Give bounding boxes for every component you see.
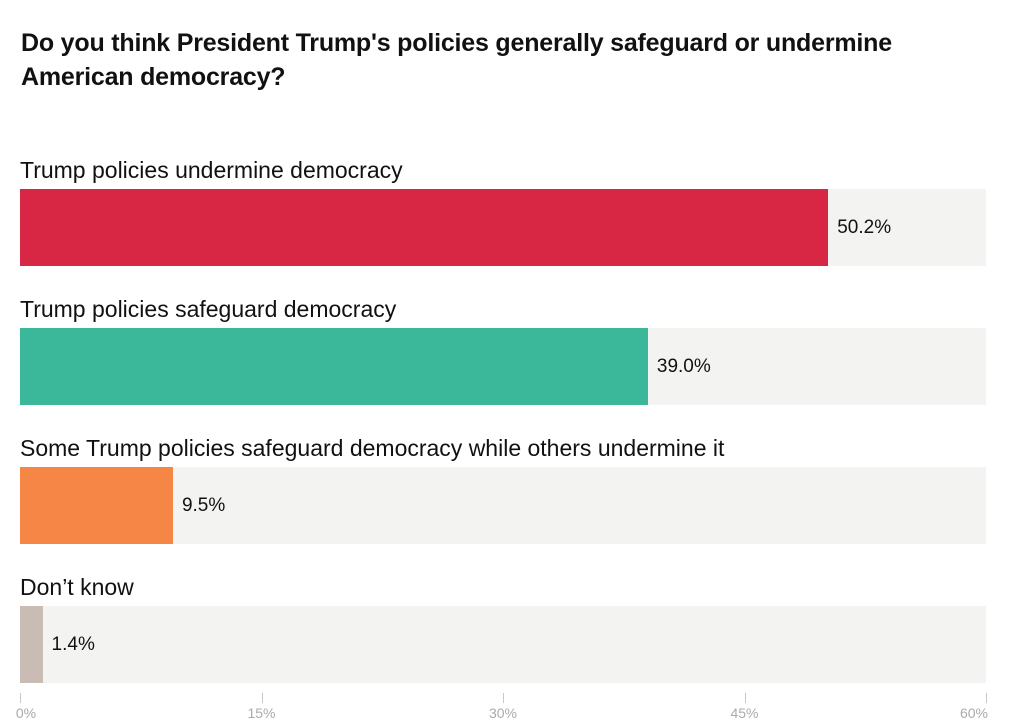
axis-tick-label: 15% [247,705,276,721]
bar-track: 1.4% [20,606,986,683]
axis-tick-label: 30% [488,705,518,721]
bar [20,606,43,683]
bar-row: Don’t know 1.4% [20,573,986,693]
bar-value-label: 50.2% [837,217,892,238]
bar [20,467,173,544]
bar [20,189,829,266]
bar-value-label: 39.0% [656,356,711,377]
bar-category-label: Trump policies safeguard democracy [20,296,397,322]
axis-tick-label: 60% [959,705,989,721]
axis-tick [20,693,21,703]
axis-tick [986,693,987,703]
bar-category-label: Don’t know [20,574,134,600]
axis-tick [745,693,746,703]
bar-track: 50.2% [20,189,986,266]
bar-track: 39.0% [20,328,986,405]
bar-track: 9.5% [20,467,986,544]
axis-tick-label: 45% [730,705,759,721]
bar-row: Trump policies safeguard democracy 39.0% [20,295,986,415]
axis-tick [503,693,504,703]
bar-row: Some Trump policies safeguard democracy … [20,434,986,554]
axis-tick-label: 0% [15,705,37,721]
bar-row: Trump policies undermine democracy 50.2% [20,156,986,276]
chart-title: Do you think President Trump's policies … [21,29,892,91]
bar [20,328,648,405]
axis-tick [262,693,263,703]
bar-category-label: Trump policies undermine democracy [20,157,403,183]
bar-value-label: 1.4% [51,634,95,655]
bar-category-label: Some Trump policies safeguard democracy … [20,435,725,461]
bar-value-label: 9.5% [181,495,226,516]
